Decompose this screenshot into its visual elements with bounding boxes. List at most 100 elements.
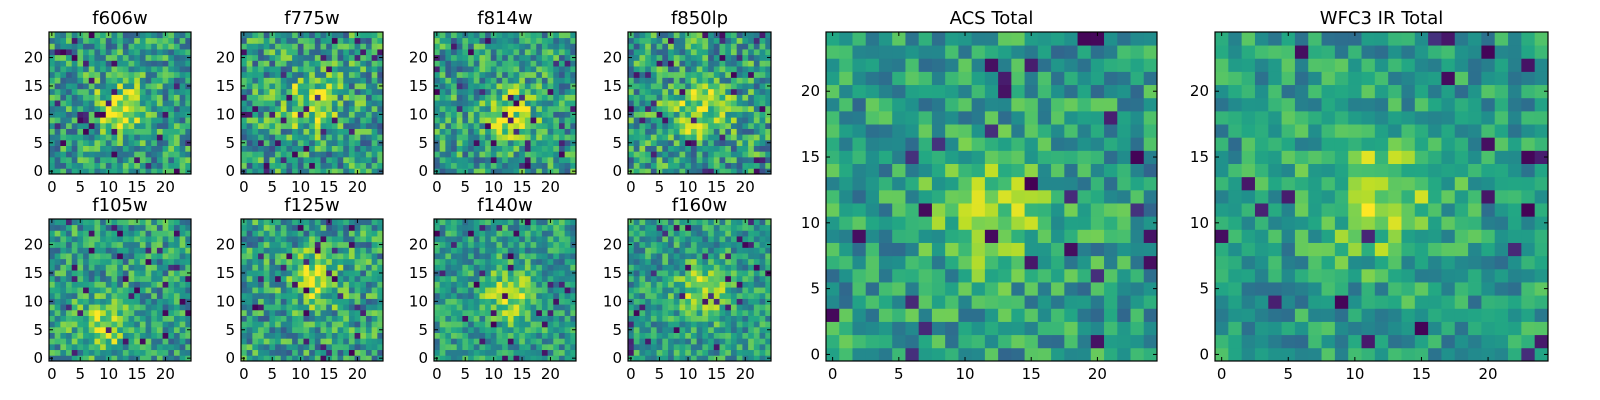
- heatmap-cell: [128, 332, 135, 339]
- heatmap-cell: [748, 151, 755, 158]
- heatmap-cell: [742, 122, 749, 129]
- heatmap-cell: [558, 66, 566, 73]
- heatmap-cell: [168, 156, 175, 164]
- heatmap-cell: [54, 241, 61, 248]
- heatmap-cell: [145, 83, 152, 90]
- heatmap-cell: [354, 66, 361, 73]
- heatmap-cell: [185, 292, 192, 299]
- heatmap-cell: [541, 66, 548, 73]
- heatmap-cell: [128, 94, 135, 101]
- heatmap-cell: [628, 343, 635, 351]
- heatmap-cell: [134, 241, 141, 248]
- heatmap-cell: [451, 77, 458, 84]
- heatmap-cell: [530, 111, 537, 118]
- heatmap-cell: [708, 281, 715, 288]
- heatmap-cell: [128, 338, 135, 345]
- heatmap-cell: [639, 100, 646, 107]
- heatmap-cell: [83, 54, 90, 61]
- heatmap-cell: [280, 304, 287, 311]
- heatmap-cell: [122, 77, 129, 84]
- heatmap-cell: [519, 88, 526, 95]
- heatmap-cell: [263, 224, 270, 231]
- heatmap-cell: [258, 32, 265, 39]
- heatmap-cell: [88, 281, 95, 288]
- heatmap-cell: [241, 151, 248, 158]
- heatmap-cell: [185, 134, 192, 141]
- heatmap-cell: [685, 309, 692, 316]
- heatmap-cell: [151, 71, 158, 78]
- heatmap-cell: [173, 88, 181, 95]
- heatmap-cell: [275, 145, 282, 152]
- heatmap-cell: [94, 219, 101, 226]
- heatmap-cell: [100, 349, 107, 356]
- heatmap-cell: [117, 111, 124, 118]
- heatmap-cell: [88, 151, 95, 158]
- heatmap-cell: [162, 145, 169, 152]
- heatmap-cell: [434, 37, 441, 44]
- heatmap-cell: [77, 83, 84, 90]
- heatmap-cell: [134, 343, 141, 351]
- heatmap-cell: [326, 71, 333, 78]
- heatmap-cell: [156, 49, 163, 56]
- heatmap-cell: [468, 77, 475, 84]
- heatmap-cell: [496, 292, 503, 299]
- heatmap-cell: [468, 349, 475, 356]
- heatmap-cell: [558, 145, 566, 152]
- heatmap-cell: [530, 304, 537, 311]
- heatmap-cell: [151, 247, 158, 254]
- heatmap-cell: [280, 60, 287, 67]
- heatmap-cell: [139, 224, 146, 231]
- heatmap-cell: [456, 321, 463, 328]
- heatmap-cell: [473, 270, 480, 277]
- heatmap-cell: [736, 281, 743, 288]
- heatmap-cell: [708, 162, 715, 169]
- heatmap-cell: [456, 37, 463, 44]
- heatmap-cell: [439, 162, 446, 169]
- heatmap-cell: [354, 162, 361, 169]
- heatmap-cell: [134, 253, 141, 260]
- heatmap-cell: [77, 145, 84, 152]
- heatmap-cell: [507, 111, 514, 118]
- heatmap-cell: [246, 355, 253, 362]
- heatmap-cell: [354, 270, 361, 277]
- heatmap-cell: [462, 122, 469, 129]
- heatmap-cell: [145, 236, 152, 243]
- heatmap-cell: [173, 71, 181, 78]
- heatmap-cell: [314, 54, 321, 61]
- heatmap-cell: [263, 230, 270, 237]
- heatmap-cell: [145, 332, 152, 339]
- heatmap-cell: [690, 168, 698, 175]
- heatmap-cell: [280, 349, 287, 356]
- heatmap-cell: [111, 49, 118, 56]
- heatmap-cell: [507, 258, 514, 265]
- heatmap-cell: [513, 247, 520, 254]
- heatmap-cell: [445, 230, 452, 237]
- heatmap-cell: [105, 343, 112, 351]
- heatmap-cell: [748, 122, 755, 129]
- heatmap-cell: [547, 111, 554, 118]
- heatmap-cell: [241, 349, 248, 356]
- heatmap-cell: [485, 343, 492, 351]
- heatmap-cell: [128, 309, 135, 316]
- heatmap-cell: [77, 287, 84, 294]
- heatmap-cell: [365, 355, 373, 362]
- heatmap-cell: [337, 88, 344, 95]
- heatmap-cell: [468, 128, 475, 135]
- heatmap-cell: [519, 111, 526, 118]
- heatmap-cell: [258, 156, 265, 164]
- heatmap-cell: [439, 43, 446, 50]
- heatmap-cell: [507, 219, 514, 226]
- heatmap-cell: [708, 343, 715, 351]
- heatmap-cell: [246, 156, 253, 164]
- heatmap-cell: [485, 298, 492, 305]
- heatmap-cell: [320, 111, 327, 118]
- heatmap-cell: [258, 88, 265, 95]
- heatmap-cell: [309, 151, 316, 158]
- heatmap-cell: [479, 94, 486, 101]
- heatmap-cell: [286, 83, 293, 90]
- heatmap-cell: [690, 145, 698, 152]
- y-tick-label: 15: [216, 77, 235, 95]
- heatmap-cell: [650, 111, 657, 118]
- heatmap-cell: [736, 275, 743, 282]
